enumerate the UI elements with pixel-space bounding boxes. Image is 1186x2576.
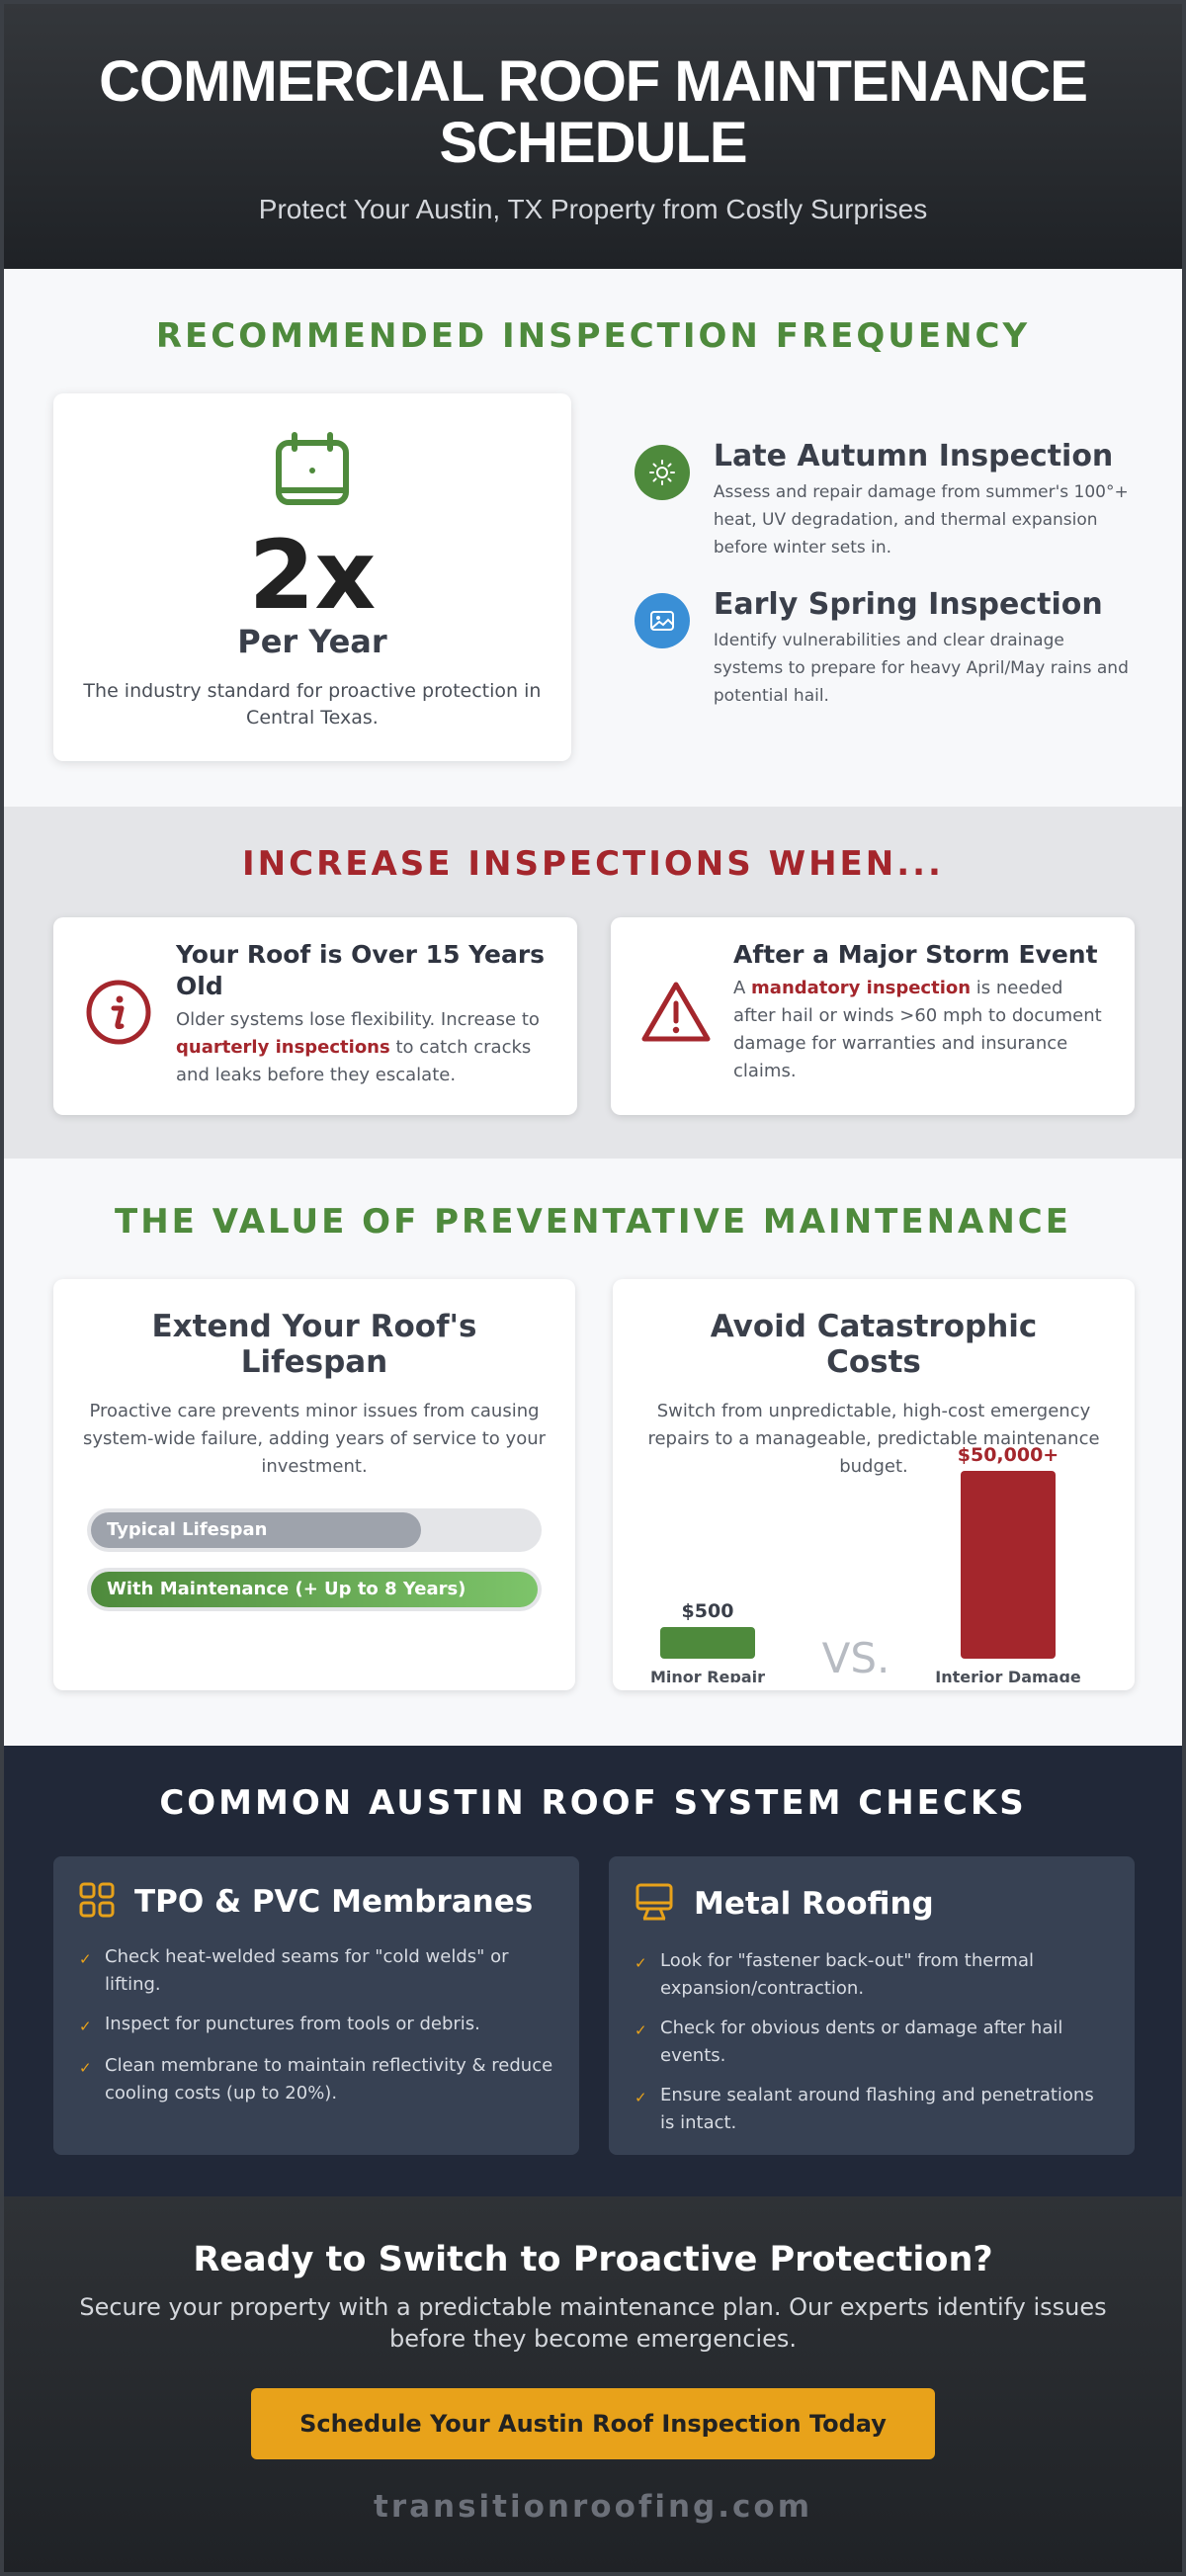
check-list: ✓ Look for "fastener back-out" from therm…: [635, 1947, 1109, 2137]
frequency-label: Per Year: [237, 623, 387, 660]
lifespan-title: Extend Your Roof's Lifespan: [151, 1309, 477, 1380]
system-title: TPO & PVC Membranes: [134, 1884, 534, 1920]
check-icon: ✓: [79, 2018, 92, 2035]
cost-bar: [660, 1627, 755, 1659]
schedule-inspection-button[interactable]: Schedule Your Austin Roof Inspection Tod…: [251, 2388, 935, 2459]
lifespan-bar-maintenance: With Maintenance (+ Up to 8 Years): [87, 1568, 542, 1611]
lifespan-card: Extend Your Roof's Lifespan Proactive ca…: [53, 1279, 575, 1690]
warning-title: After a Major Storm Event: [733, 940, 1098, 969]
lifespan-bar-typical: Typical Lifespan: [87, 1508, 542, 1552]
emphasis-text: quarterly inspections: [176, 1037, 390, 1058]
cost-bar: [961, 1471, 1056, 1659]
check-icon: ✓: [79, 2059, 92, 2077]
check-icon: ✓: [79, 1950, 92, 1968]
frequency-card: 2x Per Year The industry standard for pr…: [53, 393, 571, 761]
lifespan-description: Proactive care prevents minor issues fro…: [82, 1401, 547, 1477]
lifespan-bar-fill: With Maintenance (+ Up to 8 Years): [91, 1572, 538, 1607]
inspection-item-spring: Early Spring Inspection Identify vulnera…: [634, 587, 1133, 710]
costs-card: Avoid Catastrophic Costs Switch from unp…: [613, 1279, 1135, 1690]
lifespan-bar-fill: Typical Lifespan: [91, 1512, 422, 1548]
warning-description: Older systems lose flexibility. Increase…: [176, 1009, 540, 1085]
warning-card-age: Your Roof is Over 15 Years Old Older sys…: [53, 917, 577, 1115]
info-icon: [83, 933, 154, 1091]
systems-section: COMMON AUSTIN ROOF SYSTEM CHECKS TPO & P…: [4, 1746, 1182, 2196]
system-card-metal: Metal Roofing ✓ Look for "fastener back-o…: [609, 1856, 1135, 2155]
grid-icon: [79, 1882, 115, 1922]
costs-description: Switch from unpredictable, high-cost eme…: [647, 1401, 1100, 1477]
frequency-number: 2x: [248, 520, 377, 631]
cost-chart-svg: $500 Minor Repair $50,000+ Interior Damage V…: [650, 1445, 1081, 1682]
monitor-icon: [635, 1882, 674, 1926]
cost-category-label: Interior Damage: [935, 1668, 1081, 1682]
warning-icon: [640, 933, 712, 1091]
costs-title: Avoid Catastrophic Costs: [710, 1309, 1038, 1380]
increase-section: INCREASE INSPECTIONS WHEN... Your Roof i…: [4, 807, 1182, 1159]
list-item: ✓ Ensure sealant around flashing and pene…: [635, 2082, 1109, 2137]
frequency-heading: RECOMMENDED INSPECTION FREQUENCY: [155, 316, 1031, 356]
cost-chart: $500 Minor Repair $50,000+ Interior Damage V…: [613, 1445, 1135, 1698]
check-icon: ✓: [635, 1954, 647, 1972]
system-card-membranes: TPO & PVC Membranes ✓ Check heat-welded s…: [53, 1856, 579, 2155]
cost-category-label: Minor Repair: [650, 1668, 765, 1682]
sun-icon: [634, 445, 690, 500]
page-subtitle: Protect Your Austin, TX Property from Co…: [258, 194, 928, 224]
increase-heading: INCREASE INSPECTIONS WHEN...: [242, 844, 944, 884]
cta-section: Ready to Switch to Proactive Protection?…: [4, 2196, 1182, 2572]
list-item: ✓ Inspect for punctures from tools or deb…: [79, 2011, 553, 2040]
frequency-description: The industry standard for proactive prot…: [83, 680, 542, 729]
inspection-title: Late Autumn Inspection: [713, 439, 1114, 473]
warning-description: A mandatory inspection is needed after h…: [733, 978, 1102, 1081]
list-item: ✓ Look for "fastener back-out" from therm…: [635, 1947, 1109, 2003]
list-item: ✓ Clean membrane to maintain reflectivity…: [79, 2052, 553, 2107]
warning-card-storm: After a Major Storm Event A mandatory in…: [611, 917, 1135, 1115]
cta-title: Ready to Switch to Proactive Protection?: [193, 2240, 993, 2279]
value-section: THE VALUE OF PREVENTATIVE MAINTENANCE Ex…: [4, 1159, 1182, 1746]
inspection-list: Late Autumn Inspection Assess and repair…: [634, 393, 1133, 761]
cost-value-label: $50,000+: [958, 1445, 1059, 1466]
system-title: Metal Roofing: [694, 1886, 934, 1922]
inspection-title: Early Spring Inspection: [713, 587, 1103, 622]
check-list: ✓ Check heat-welded seams for "cold welds…: [79, 1943, 553, 2107]
warning-title: Your Roof is Over 15 Years Old: [176, 940, 546, 1000]
check-icon: ✓: [635, 2089, 647, 2106]
inspection-description: Assess and repair damage from summer's 1…: [713, 482, 1129, 558]
cost-value-label: $500: [682, 1600, 734, 1622]
frequency-section: RECOMMENDED INSPECTION FREQUENCY 2x Per …: [4, 269, 1182, 807]
inspection-description: Identify vulnerabilities and clear drain…: [713, 631, 1129, 706]
website-link[interactable]: transitionroofing.com: [374, 2489, 812, 2525]
list-item: ✓ Check heat-welded seams for "cold welds…: [79, 1943, 553, 1999]
systems-heading: COMMON AUSTIN ROOF SYSTEM CHECKS: [159, 1783, 1027, 1823]
list-item: ✓ Check for obvious dents or damage after…: [635, 2015, 1109, 2070]
hero-header: COMMERCIAL ROOF MAINTENANCE SCHEDULE Pro…: [4, 4, 1182, 269]
versus-label: VS.: [822, 1634, 890, 1682]
check-icon: ✓: [635, 2021, 647, 2039]
cta-description: Secure your property with a predictable …: [79, 2293, 1107, 2353]
inspection-item-autumn: Late Autumn Inspection Assess and repair…: [634, 439, 1133, 561]
value-heading: THE VALUE OF PREVENTATIVE MAINTENANCE: [115, 1202, 1071, 1242]
image-icon: [634, 593, 690, 648]
page-title: COMMERCIAL ROOF MAINTENANCE SCHEDULE: [99, 49, 1088, 175]
emphasis-text: mandatory inspection: [751, 978, 972, 998]
calendar-icon: [273, 431, 352, 510]
